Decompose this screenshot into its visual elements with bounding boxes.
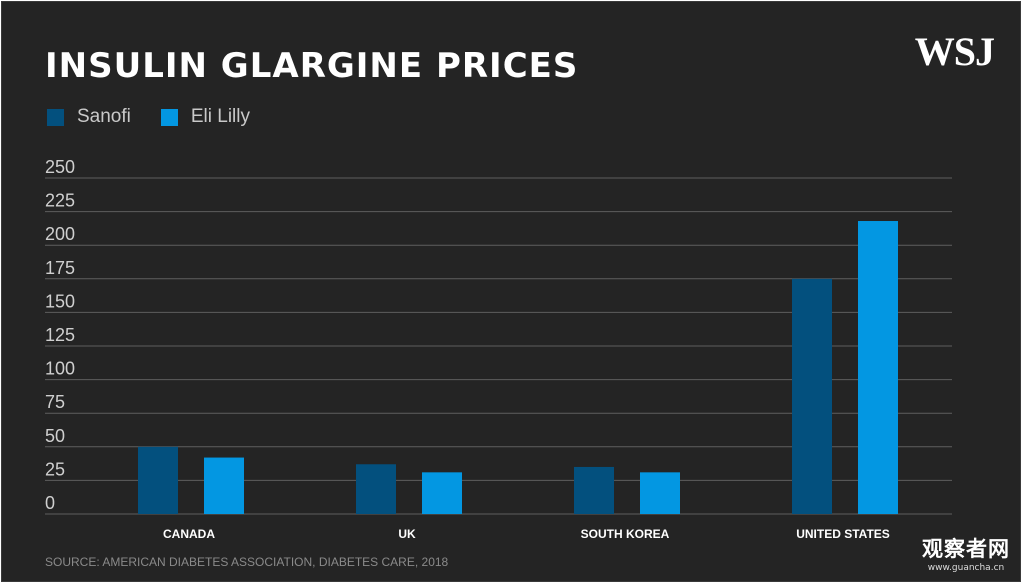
chart-title: INSULIN GLARGINE PRICES [45,46,579,86]
legend-label-eli-lilly: Eli Lilly [190,106,250,127]
y-tick-label-0: 0 [45,493,55,513]
x-tick-label-united-states: UNITED STATES [796,527,890,541]
y-axis-tick-labels: 0 25 50 75 100 125 150 175 200 225 250 [45,157,75,513]
guancha-watermark: 观察者网 www.guancha.cn [922,533,1010,573]
legend-item-sanofi: Sanofi [47,106,131,128]
bar-eli-lilly-united-states [858,221,898,514]
legend-swatch-eli-lilly [160,108,178,126]
legend-label-sanofi: Sanofi [77,106,131,127]
y-tick-label-225: 225 [45,191,75,211]
bar-eli-lilly-uk [422,472,462,514]
y-tick-label-100: 100 [45,359,75,379]
x-tick-label-uk: UK [398,527,416,541]
watermark-url: www.guancha.cn [927,563,1005,573]
bar-sanofi-south-korea [574,466,614,514]
y-tick-label-150: 150 [45,291,75,311]
x-axis-category-labels: CANADA UK SOUTH KOREA UNITED STATES [163,527,890,541]
y-tick-label-200: 200 [45,224,75,244]
y-tick-label-25: 25 [45,459,65,479]
wsj-logo: WSJ [914,29,995,74]
y-tick-label-125: 125 [45,325,75,345]
bars [138,221,898,514]
y-tick-label-175: 175 [45,258,75,278]
bar-sanofi-united-states [792,278,832,514]
y-tick-label-250: 250 [45,157,75,177]
bar-eli-lilly-canada [204,457,244,514]
bar-sanofi-canada [138,446,178,514]
bar-sanofi-uk [356,464,396,514]
x-tick-label-canada: CANADA [163,527,215,541]
chart-legend: Sanofi Eli Lilly [47,106,280,128]
legend-item-eli-lilly: Eli Lilly [160,106,250,128]
y-tick-label-50: 50 [45,426,65,446]
x-tick-label-south-korea: SOUTH KOREA [581,527,670,541]
bar-eli-lilly-south-korea [640,472,680,514]
source-note: SOURCE: AMERICAN DIABETES ASSOCIATION, D… [45,555,449,569]
y-tick-label-75: 75 [45,392,65,412]
watermark-name: 观察者网 [922,537,1010,561]
legend-swatch-sanofi [47,108,64,126]
